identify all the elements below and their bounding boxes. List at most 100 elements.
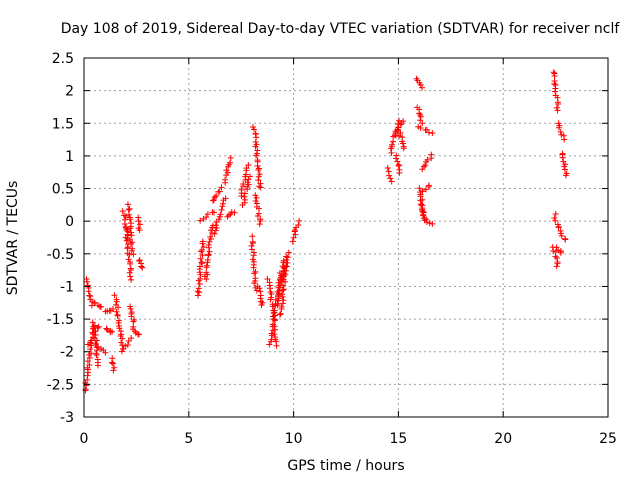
data-point <box>217 211 224 218</box>
data-point <box>194 288 201 295</box>
data-point <box>126 205 133 212</box>
data-point <box>128 313 135 320</box>
data-point <box>250 252 257 259</box>
data-point <box>417 81 424 88</box>
data-point <box>114 312 121 319</box>
data-point <box>395 124 402 131</box>
data-point <box>93 352 100 359</box>
data-point <box>284 254 291 261</box>
data-point <box>289 238 296 245</box>
data-point <box>197 255 204 262</box>
y-tick-label: 2.5 <box>52 51 74 67</box>
data-point <box>249 240 256 247</box>
data-point <box>249 233 256 240</box>
data-point <box>127 225 134 232</box>
data-segment <box>194 238 207 299</box>
data-point <box>91 328 98 335</box>
data-point <box>122 234 129 241</box>
data-point <box>422 162 429 169</box>
data-point <box>213 224 220 231</box>
data-point <box>115 319 122 326</box>
data-point <box>218 184 225 191</box>
data-point <box>419 84 426 91</box>
data-point <box>82 379 89 386</box>
data-segment <box>135 214 144 234</box>
data-point <box>559 154 566 161</box>
data-points <box>82 69 570 394</box>
data-segment <box>127 303 137 330</box>
data-point <box>205 241 212 248</box>
data-point <box>199 252 206 259</box>
data-segment <box>118 335 135 355</box>
data-point <box>92 331 99 338</box>
y-tick-label: 0.5 <box>52 182 74 198</box>
data-point <box>200 243 207 250</box>
data-point <box>128 276 135 283</box>
data-point <box>422 186 429 193</box>
data-point <box>109 360 116 367</box>
data-point <box>270 321 277 328</box>
data-point <box>550 248 557 255</box>
data-point <box>213 192 220 199</box>
data-point <box>562 236 569 243</box>
data-segment <box>211 195 229 237</box>
data-segment <box>279 249 292 282</box>
data-point <box>426 220 433 227</box>
data-point <box>248 246 255 253</box>
data-segment <box>414 104 426 127</box>
data-point <box>282 267 289 274</box>
data-point <box>88 337 95 344</box>
data-point <box>240 181 247 188</box>
data-point <box>124 245 131 252</box>
data-segment <box>102 305 116 315</box>
data-point <box>137 221 144 228</box>
y-tick-label: -1 <box>60 279 74 295</box>
data-segment <box>555 120 568 143</box>
data-point <box>258 301 265 308</box>
data-point <box>111 364 118 371</box>
gridlines <box>84 58 608 417</box>
data-point <box>123 237 130 244</box>
data-point <box>130 251 137 258</box>
data-point <box>135 218 142 225</box>
plot-frame <box>83 57 609 418</box>
data-point <box>126 269 133 276</box>
data-point <box>126 251 133 258</box>
tick-labels: 0 5 10 15 20 25 -3 -2.5 -2 -1.5 -1 -0.5 0 0.5 1 1.5 2 2.5 <box>47 51 617 447</box>
data-point <box>251 270 258 277</box>
data-point <box>238 186 245 193</box>
data-point <box>205 251 212 258</box>
x-tick-label: 15 <box>389 431 407 447</box>
data-point <box>209 222 216 229</box>
data-point <box>255 177 262 184</box>
data-point <box>550 69 557 76</box>
data-point <box>278 303 285 310</box>
data-point <box>555 223 562 230</box>
data-point <box>552 88 559 95</box>
data-point <box>425 182 432 189</box>
data-segment <box>252 192 264 228</box>
data-point <box>268 336 275 343</box>
data-point <box>119 342 126 349</box>
data-point <box>222 176 229 183</box>
data-point <box>84 278 91 285</box>
data-point <box>245 176 252 183</box>
data-point <box>393 155 400 162</box>
data-point <box>251 280 258 287</box>
data-segment <box>91 299 104 310</box>
data-point <box>199 260 206 267</box>
data-point <box>123 226 130 233</box>
data-point <box>417 124 424 131</box>
data-point <box>113 308 120 315</box>
data-point <box>555 101 562 108</box>
data-point <box>124 244 131 251</box>
y-tick-label: -2 <box>60 345 74 361</box>
data-segment <box>415 123 436 137</box>
data-point <box>103 325 110 332</box>
data-point <box>246 173 253 180</box>
data-point <box>267 296 274 303</box>
data-point <box>277 310 284 317</box>
data-segment <box>419 182 432 195</box>
y-axis-label: SDTVAR / TECUs <box>5 181 21 296</box>
